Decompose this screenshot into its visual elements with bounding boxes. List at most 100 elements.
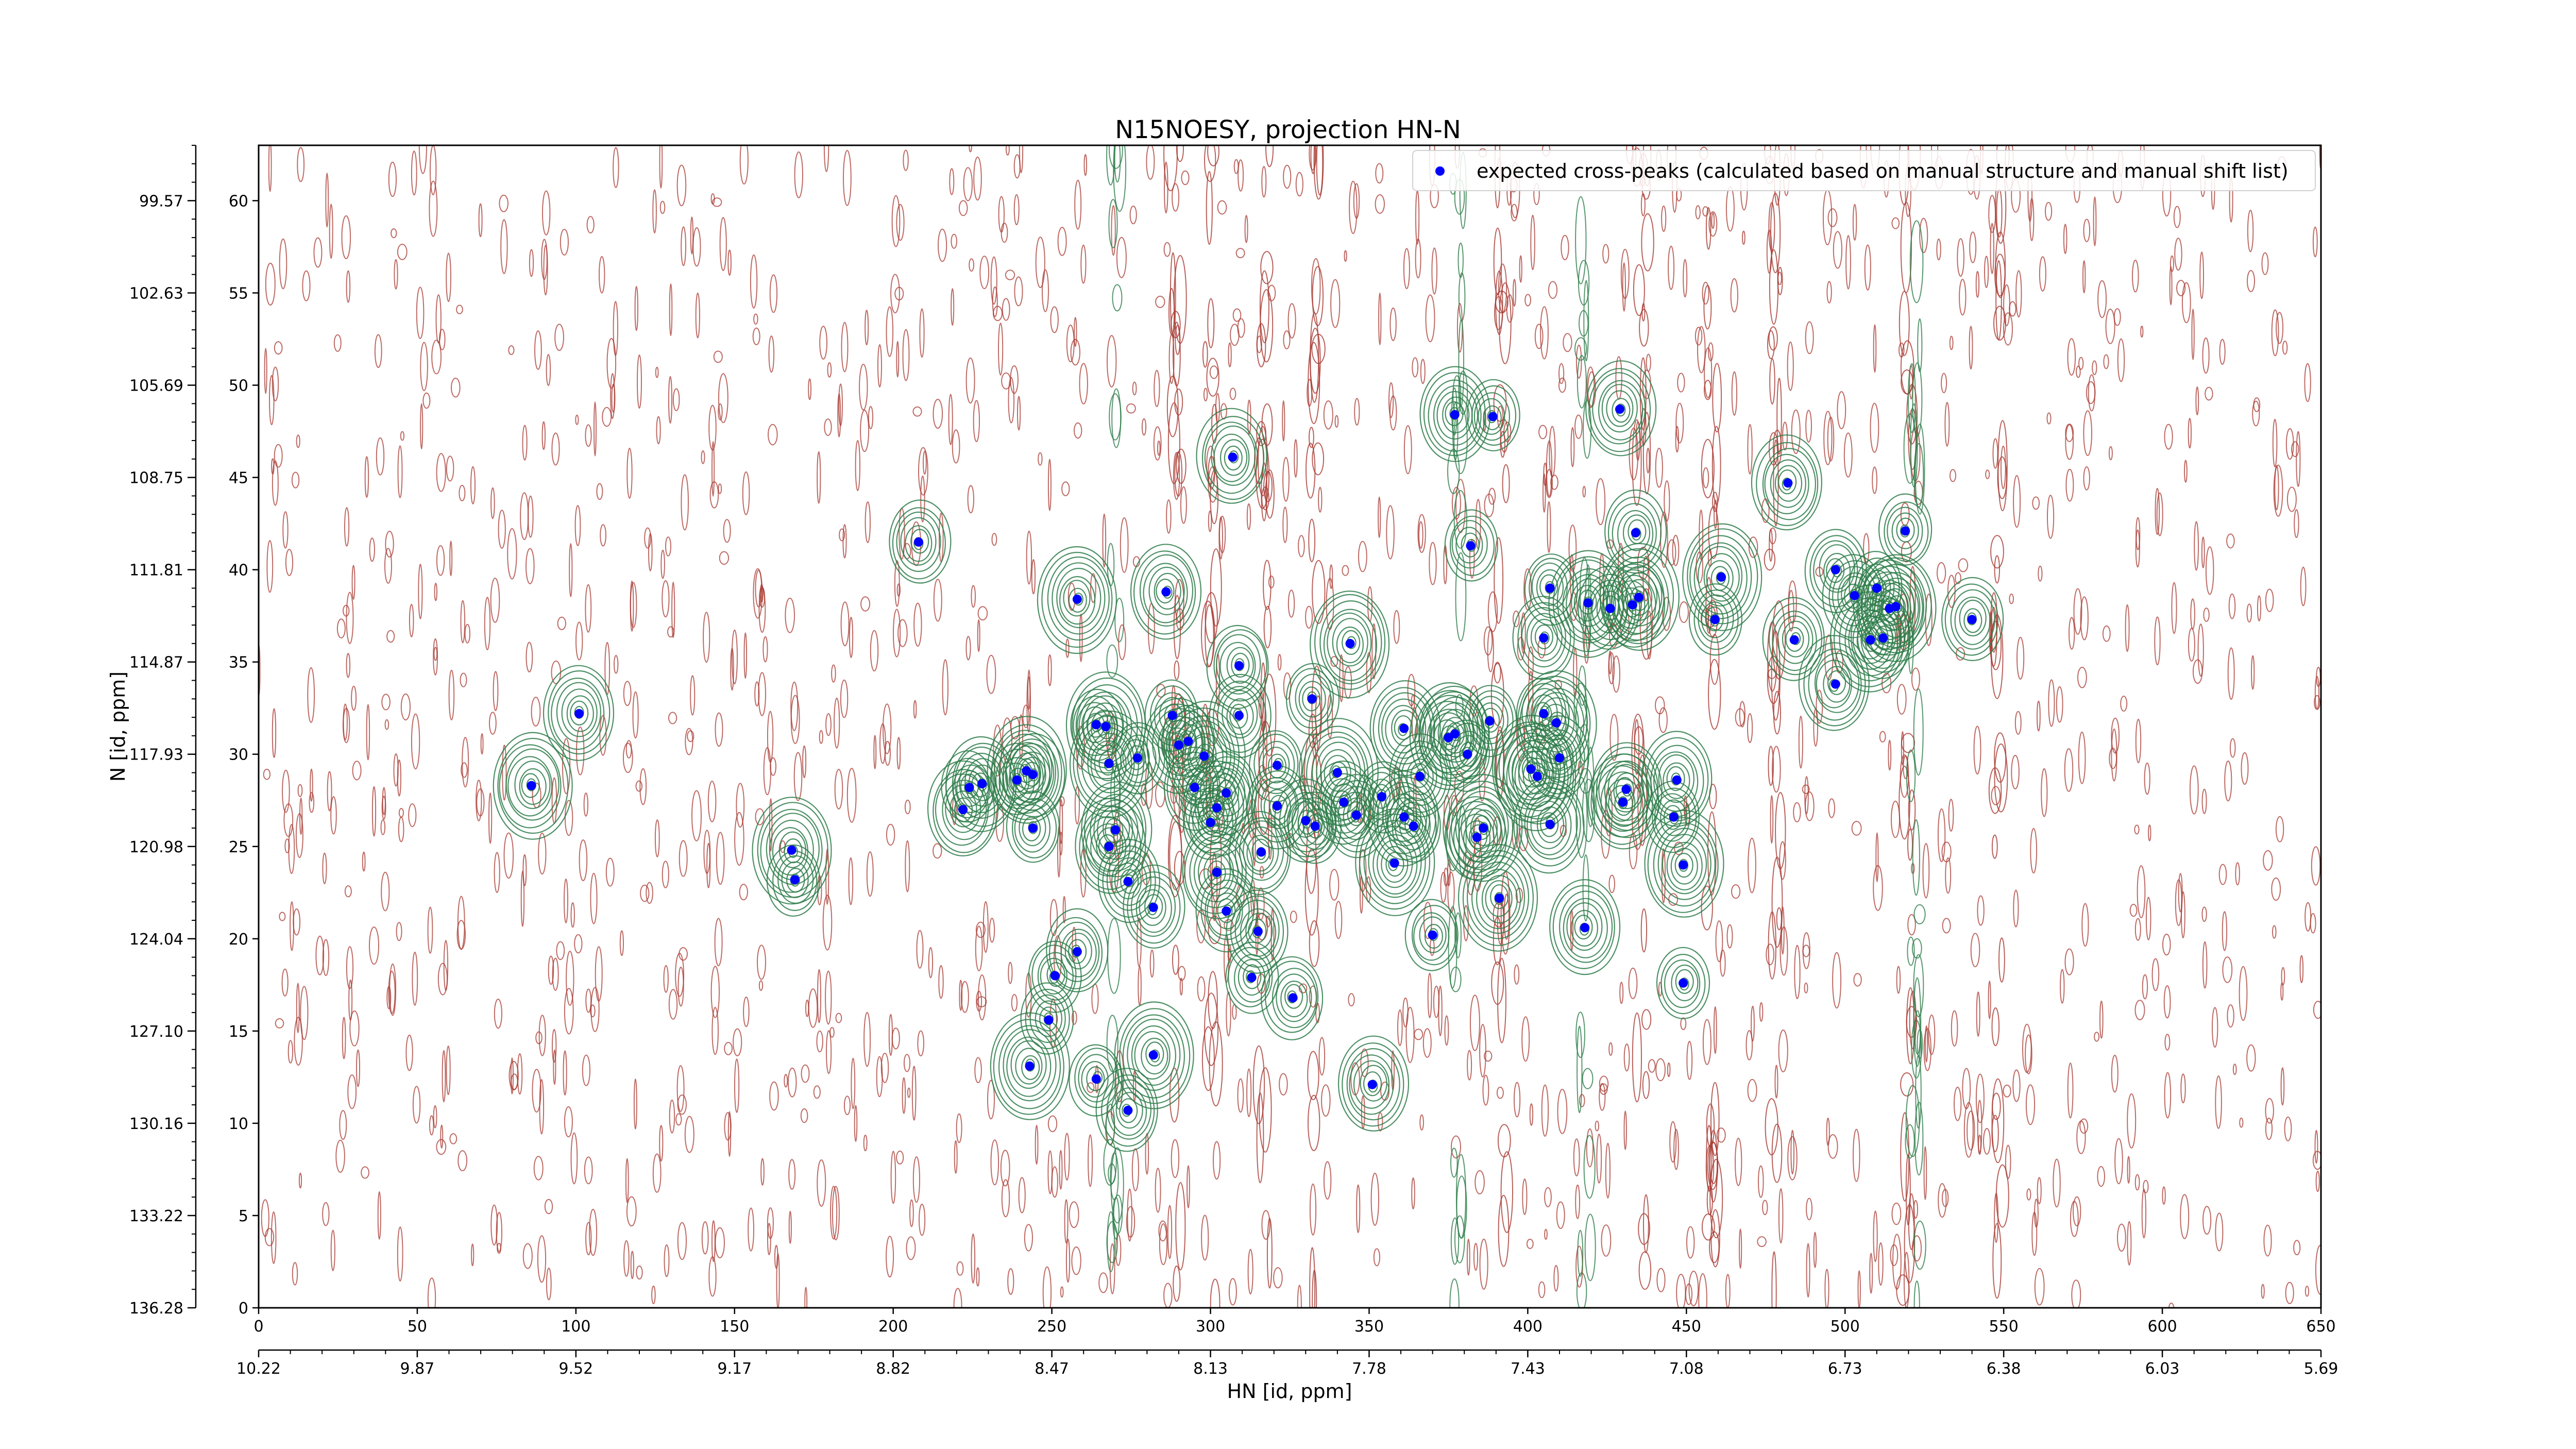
peak-point-17 [1091,720,1101,730]
x-tick-label: 500 [1831,1318,1860,1336]
peak-point-80 [1555,753,1564,763]
y-ppm-tick-label: 127.10 [129,1023,183,1041]
peak-point-33 [1199,751,1209,761]
peak-point-65 [1450,410,1460,419]
legend-label: expected cross-peaks (calculated based o… [1477,160,2289,182]
x-ppm-tick-label: 7.08 [1669,1360,1704,1378]
x-ppm-tick-label: 9.52 [558,1360,593,1378]
peak-point-28 [1161,587,1171,597]
peak-point-81 [1580,923,1590,933]
y-axis-ticks: 0 5 10 15 20 25 30 35 40 45 50 55 60 [229,192,259,1318]
y-ppm-tick-label: 108.75 [129,469,183,487]
peak-point-38 [1222,906,1231,916]
peak-point-82 [1583,598,1593,608]
plot-frame [258,144,2322,1309]
peak-point-27 [1148,1050,1158,1060]
y-tick-label: 5 [239,1207,248,1225]
peak-point-36 [1212,803,1222,813]
peak-point-99 [1831,565,1840,575]
peak-point-62 [1428,930,1437,940]
peak-point-97 [1789,635,1799,645]
y-tick-label: 45 [229,469,248,487]
peak-point-43 [1253,926,1263,936]
peak-point-69 [1479,823,1488,833]
y-tick-label: 35 [229,654,248,672]
peak-point-48 [1301,816,1311,825]
peak-point-106 [1901,526,1910,536]
peak-point-58 [1399,723,1409,733]
x-tick-label: 300 [1196,1318,1225,1336]
peak-point-19 [1104,759,1114,768]
peak-point-98 [1831,679,1840,689]
x-axis-title: HN [id, ppm] [1227,1380,1352,1403]
peak-point-39 [1228,452,1238,462]
x-tick-label: 350 [1354,1318,1384,1336]
peak-point-14 [1050,971,1060,981]
peak-point-61 [1415,771,1425,781]
peak-point-40 [1234,711,1244,720]
legend-box [1412,150,2316,191]
x-tick-label: 150 [720,1318,749,1336]
peak-point-3 [790,875,800,885]
x-ppm-tick-label: 6.03 [2145,1360,2180,1378]
peak-point-77 [1545,819,1555,829]
hn-ppm-axis: 10.22 9.87 9.52 9.17 8.82 8.47 8.13 7.78 7.43 7.0… [236,1349,2338,1378]
peak-point-49 [1307,694,1317,704]
peak-point-72 [1495,894,1504,903]
peak-point-105 [1891,602,1901,612]
x-tick-label: 650 [2306,1318,2335,1336]
x-ppm-tick-label: 7.78 [1352,1360,1386,1378]
peak-point-23 [1132,753,1142,763]
peak-point-64 [1450,729,1460,739]
peak-point-73 [1526,764,1536,774]
x-ppm-tick-label: 5.69 [2304,1360,2338,1378]
peak-point-16 [1072,594,1082,604]
peak-point-89 [1634,593,1643,602]
peak-point-86 [1621,784,1631,794]
peak-point-92 [1679,860,1688,870]
peak-point-55 [1367,1080,1377,1089]
peak-point-6 [964,783,974,793]
x-tick-label: 50 [408,1318,427,1336]
peak-point-1 [574,709,584,718]
legend-marker [1435,166,1445,176]
peak-point-37 [1222,788,1231,798]
y-ppm-tick-label: 102.63 [129,284,183,302]
peak-point-59 [1399,812,1409,822]
y-ppm-tick-label: 111.81 [129,562,183,580]
peak-point-56 [1377,792,1387,802]
peak-point-95 [1717,572,1726,582]
y-tick-label: 40 [229,562,248,580]
x-tick-label: 200 [878,1318,908,1336]
peak-point-4 [914,537,923,547]
y-ppm-tick-label: 124.04 [129,931,183,949]
peak-point-45 [1272,761,1282,770]
peak-point-46 [1272,801,1282,811]
peak-point-90 [1672,775,1682,785]
peak-point-79 [1551,718,1561,728]
peak-point-71 [1488,412,1498,422]
x-axis-ticks: 0 50 100 150 200 250 300 350 400 450 500 550 600 650 [253,1308,2336,1336]
contour-layer [259,145,2321,1308]
peak-point-91 [1669,812,1679,822]
peak-point-52 [1339,797,1349,807]
peak-point-107 [1967,615,1977,625]
peak-point-30 [1174,740,1183,750]
peak-point-101 [1866,635,1875,645]
peak-point-66 [1463,749,1472,759]
chart-title: N15NOESY, projection HN-N [1115,115,1461,144]
peak-point-74 [1532,771,1542,781]
peak-point-70 [1485,716,1495,726]
y-ppm-tick-label: 130.16 [129,1115,183,1133]
x-tick-label: 450 [1672,1318,1701,1336]
y-ppm-tick-label: 99.57 [139,192,183,210]
peak-point-84 [1615,405,1624,414]
peak-point-35 [1212,867,1222,877]
y-tick-label: 20 [229,931,248,949]
peak-point-68 [1472,832,1482,842]
peak-point-29 [1167,711,1177,720]
peak-point-51 [1332,768,1342,778]
y-tick-label: 10 [229,1115,248,1133]
y-ppm-tick-label: 105.69 [129,377,183,395]
x-ppm-tick-label: 8.13 [1193,1360,1228,1378]
